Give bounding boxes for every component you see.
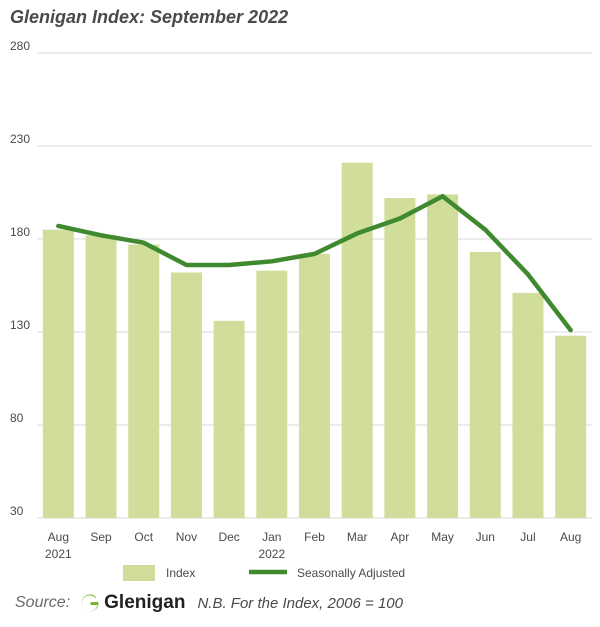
x-tick-sublabel: 2022: [258, 547, 285, 561]
bar: [213, 320, 245, 518]
seasonally-adjusted-line: [56, 193, 573, 333]
legend-label-seasonally-adjusted: Seasonally Adjusted: [297, 566, 405, 580]
x-tick-label: Nov: [176, 530, 197, 544]
bars: [42, 162, 587, 519]
glenigan-logo-icon: [81, 594, 99, 612]
x-tick-label: Apr: [391, 530, 410, 544]
x-tick-label: Aug: [48, 530, 69, 544]
bar: [299, 253, 330, 518]
bar: [42, 229, 74, 518]
x-tick-label: Aug: [560, 530, 581, 544]
line-path: [56, 193, 573, 333]
x-tick-label: Mar: [347, 530, 368, 544]
x-tick-label: Jun: [476, 530, 495, 544]
legend-label-index: Index: [166, 566, 195, 580]
x-tick-sublabel: 2021: [45, 547, 72, 561]
y-tick-label: 130: [10, 318, 30, 332]
x-axis-ticks: Aug 2021 Sep Oct Nov Dec Jan 2022 Feb Mar Apr May Ju…: [45, 530, 581, 561]
y-tick-label: 30: [10, 504, 24, 518]
bar: [256, 270, 288, 518]
x-tick-label: Sep: [90, 530, 112, 544]
chart: 30 80 130 180 230 280 Aug 2021 Sep Oct Nov Dec Jan 2…: [10, 39, 592, 581]
x-tick-label: Jan: [262, 530, 281, 544]
bar: [128, 244, 160, 518]
x-tick-label: Oct: [134, 530, 153, 544]
bar: [469, 252, 501, 518]
x-tick-label: May: [431, 530, 454, 544]
x-tick-label: Jul: [520, 530, 535, 544]
index-note: N.B. For the Index, 2006 = 100: [197, 594, 403, 612]
chart-title: Glenigan Index: September 2022: [10, 7, 289, 27]
logo-text: Glenigan: [104, 592, 186, 613]
bar: [427, 194, 459, 519]
footer: Source: Glenigan N.B. For the Index, 200…: [15, 592, 403, 614]
bar: [85, 235, 117, 518]
y-tick-label: 80: [10, 411, 24, 425]
bar: [512, 292, 544, 518]
x-tick-label: Dec: [218, 530, 239, 544]
legend: Index Seasonally Adjusted: [123, 565, 405, 581]
y-tick-label: 280: [10, 39, 30, 53]
glenigan-logo: Glenigan: [80, 592, 185, 614]
bar: [384, 198, 416, 518]
bar: [341, 162, 373, 519]
x-tick-label: Feb: [304, 530, 325, 544]
legend-swatch-index: [123, 565, 155, 581]
bar: [170, 272, 202, 518]
y-tick-label: 230: [10, 132, 30, 146]
bar: [555, 335, 587, 518]
y-tick-label: 180: [10, 225, 30, 239]
source-label: Source:: [15, 594, 71, 611]
y-axis-ticks: 30 80 130 180 230 280: [10, 39, 30, 518]
